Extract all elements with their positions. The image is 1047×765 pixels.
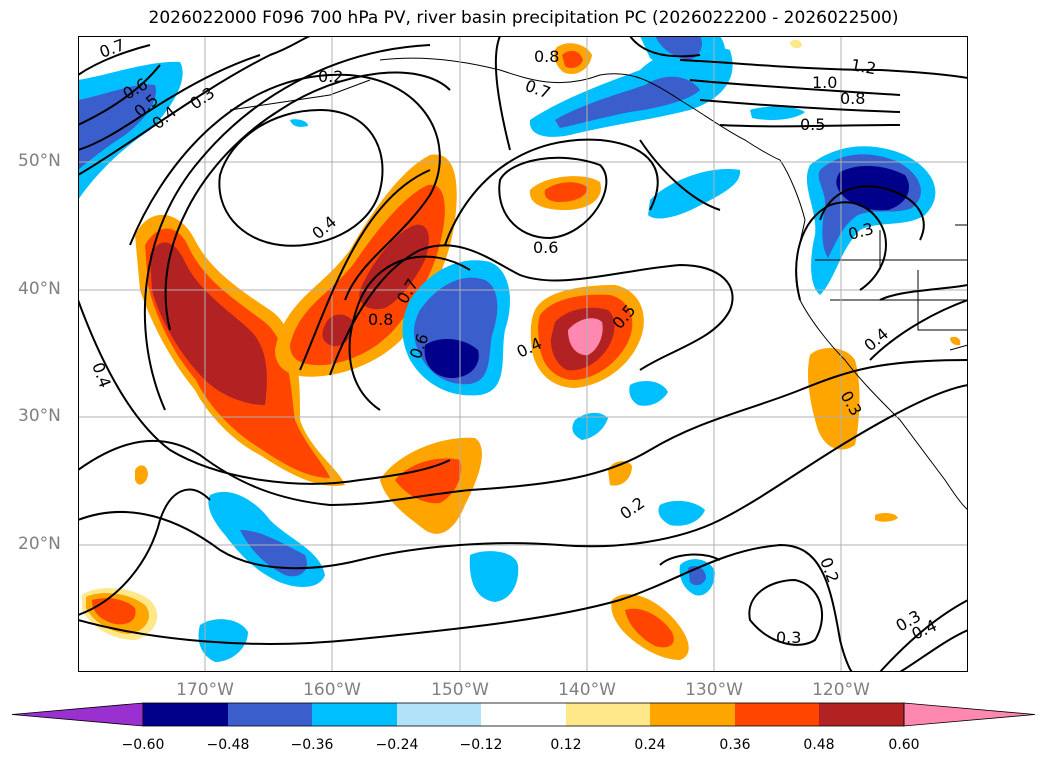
- colorbar-segment: [228, 703, 312, 726]
- colorbar-segment: [819, 703, 904, 726]
- colorbar-tick-label: 0.12: [550, 737, 582, 753]
- colorbar-segment: [397, 703, 481, 726]
- contour-label: 0.5: [800, 115, 825, 134]
- map-title: 2026022000 F096 700 hPa PV, river basin …: [148, 8, 899, 28]
- colorbar-segment: [481, 703, 566, 726]
- colorbar-extension-low: [11, 702, 144, 727]
- colorbar-tick-label: −0.12: [459, 737, 503, 753]
- contour-label: 0.4: [308, 212, 340, 243]
- colorbar-tick-label: −0.24: [375, 737, 419, 753]
- longitude-label: 150°W: [431, 680, 489, 700]
- colorbar-extension-high: [903, 702, 1036, 727]
- contour-label: 0.7: [523, 76, 553, 103]
- longitude-label: 140°W: [558, 680, 616, 700]
- colorbar-tick-label: 0.36: [719, 737, 751, 753]
- colorbar-segments: [11, 702, 1036, 727]
- coastlines: [229, 57, 968, 511]
- longitude-label: 160°W: [303, 680, 361, 700]
- contour-label: 0.8: [534, 47, 559, 66]
- latitude-label: 20°N: [18, 534, 61, 554]
- colorbar-tick-label: 0.48: [803, 737, 835, 753]
- colorbar-tick-label: −0.60: [121, 737, 165, 753]
- contour-label: 0.2: [816, 555, 843, 585]
- colorbar-tick-label: 0.60: [888, 737, 920, 753]
- contour-label: 1.2: [849, 55, 877, 78]
- contour-label: 0.7: [97, 36, 127, 62]
- colorbar-outline: [142, 702, 905, 727]
- contour-label: 0.8: [368, 310, 393, 329]
- map-plot-area: 0.7 0.6 0.5 0.4 0.3 0.2 0.8 0.7 1.2 1.0 …: [78, 36, 968, 672]
- pv-contours: [78, 36, 968, 672]
- longitude-label: 170°W: [176, 680, 234, 700]
- colorbar-tick-label: −0.48: [206, 737, 250, 753]
- contour-label: 0.2: [318, 67, 343, 86]
- colorbar-segment: [650, 703, 735, 726]
- contour-label: 0.4: [88, 360, 115, 390]
- longitude-label: 120°W: [812, 680, 870, 700]
- colorbar-segment: [566, 703, 650, 726]
- colorbar-segment: [735, 703, 819, 726]
- contour-label: 0.2: [616, 493, 648, 523]
- latitude-label: 40°N: [18, 279, 61, 299]
- gridlines: [78, 36, 968, 672]
- latitude-label: 30°N: [18, 406, 61, 426]
- colorbar-tick-label: −0.36: [290, 737, 334, 753]
- contour-label: 0.4: [860, 324, 892, 355]
- colorbar-segment: [143, 703, 228, 726]
- contour-label: 0.3: [776, 628, 801, 647]
- colorbar-segment: [312, 703, 397, 726]
- latitude-label: 50°N: [18, 151, 61, 171]
- contour-label: 0.6: [533, 238, 558, 257]
- colorbar-tick-label: 0.24: [634, 737, 666, 753]
- colorbar: [11, 702, 1036, 727]
- contour-label: 0.8: [840, 89, 865, 108]
- contour-label: 1.0: [812, 73, 837, 92]
- longitude-label: 130°W: [685, 680, 743, 700]
